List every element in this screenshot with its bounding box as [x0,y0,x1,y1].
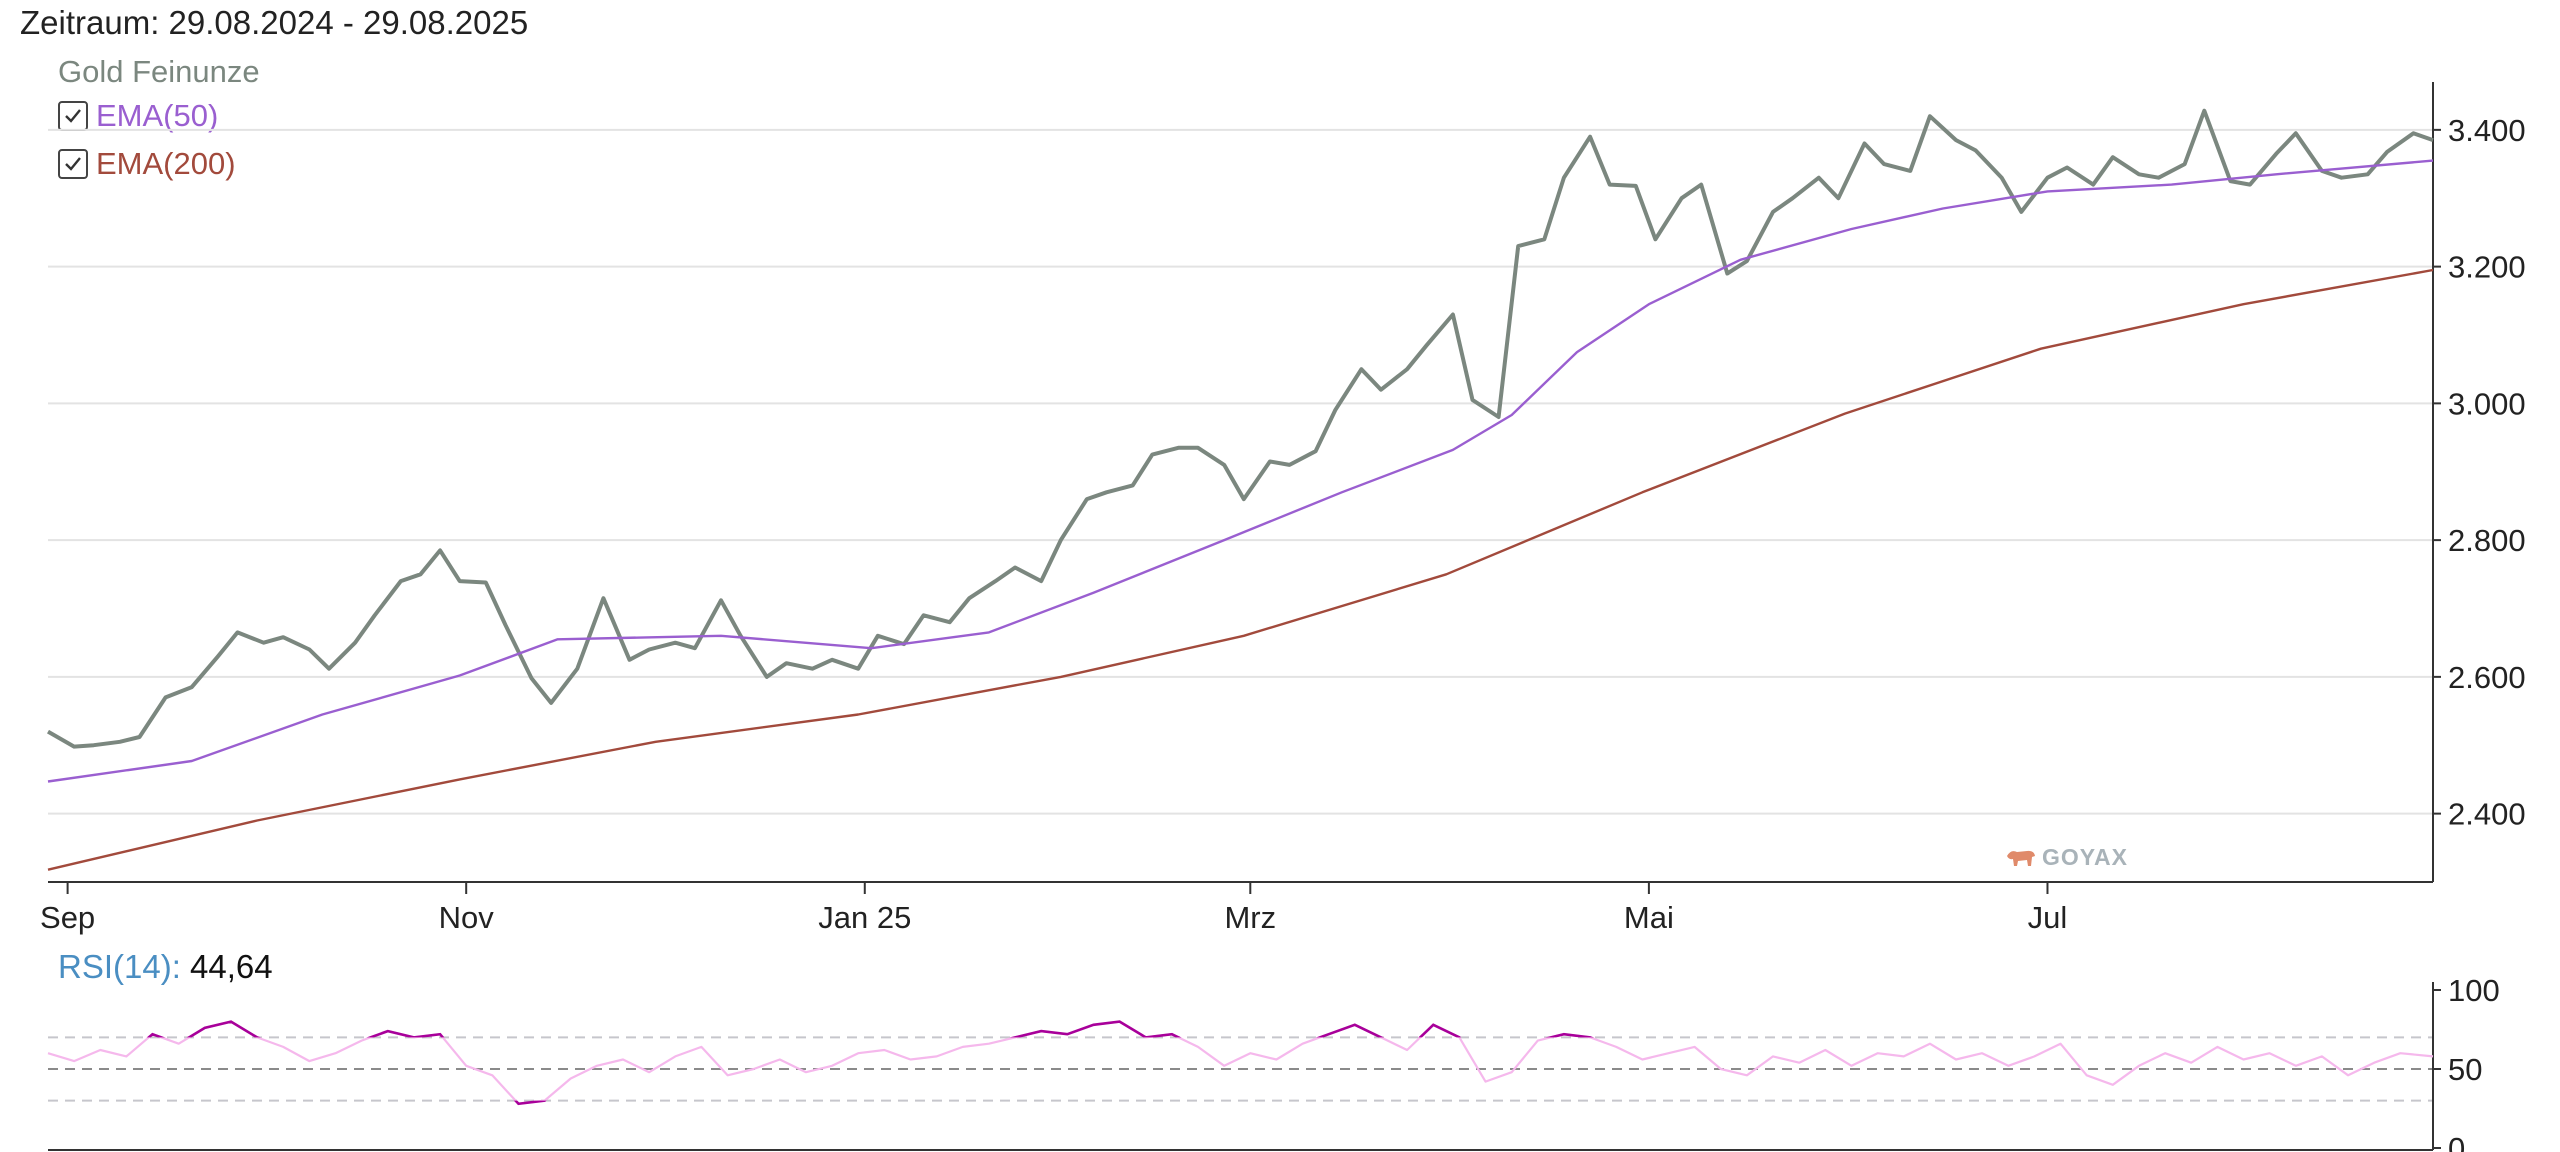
price-line [47,108,2434,749]
y-tick-label: 2.800 [2448,523,2526,558]
rsi-y-tick-label: 0 [2448,1131,2465,1152]
ema200-line [47,268,2434,871]
rsi-colon: : [171,948,181,985]
goyax-watermark: GOYAX [2005,844,2128,871]
x-tick-label: Mai [1624,900,1674,935]
legend-instrument-label: Gold Feinunze [58,54,260,89]
rsi-value: 44,64 [190,948,273,985]
checkmark-icon [65,109,81,123]
x-tick-label: Sep [40,900,95,935]
legend-item-ema200[interactable]: EMA(200) [58,140,260,188]
ema50-label: EMA(50) [96,98,219,133]
y-tick-label: 3.200 [2448,250,2526,285]
ema200-checkbox[interactable] [58,149,88,179]
rsi-y-tick-label: 50 [2448,1052,2482,1087]
x-tick-label: Nov [439,900,495,935]
ema50-line [47,159,2434,783]
rsi-label: RSI(14): 44,64 [58,948,273,986]
rsi-line [47,1020,2434,1105]
checkmark-icon [65,157,81,171]
rsi-y-tick-label: 100 [2448,973,2500,1008]
period-label: Zeitraum: 29.08.2024 - 29.08.2025 [20,4,529,41]
watermark-text: GOYAX [2042,844,2128,870]
bull-icon [2007,850,2035,866]
x-tick-label: Jan 25 [818,900,911,935]
y-tick-label: 3.400 [2448,113,2526,148]
rsi-name: RSI(14) [58,948,172,985]
y-tick-label: 2.400 [2448,797,2526,832]
x-tick-label: Jul [2028,900,2068,935]
legend-item-ema50[interactable]: EMA(50) [58,92,260,140]
x-tick-label: Mrz [1224,900,1276,935]
ema200-label: EMA(200) [96,146,236,181]
y-tick-label: 2.600 [2448,660,2526,695]
legend: Gold Feinunze EMA(50) EMA(200) [58,52,260,188]
y-tick-label: 3.000 [2448,386,2526,421]
